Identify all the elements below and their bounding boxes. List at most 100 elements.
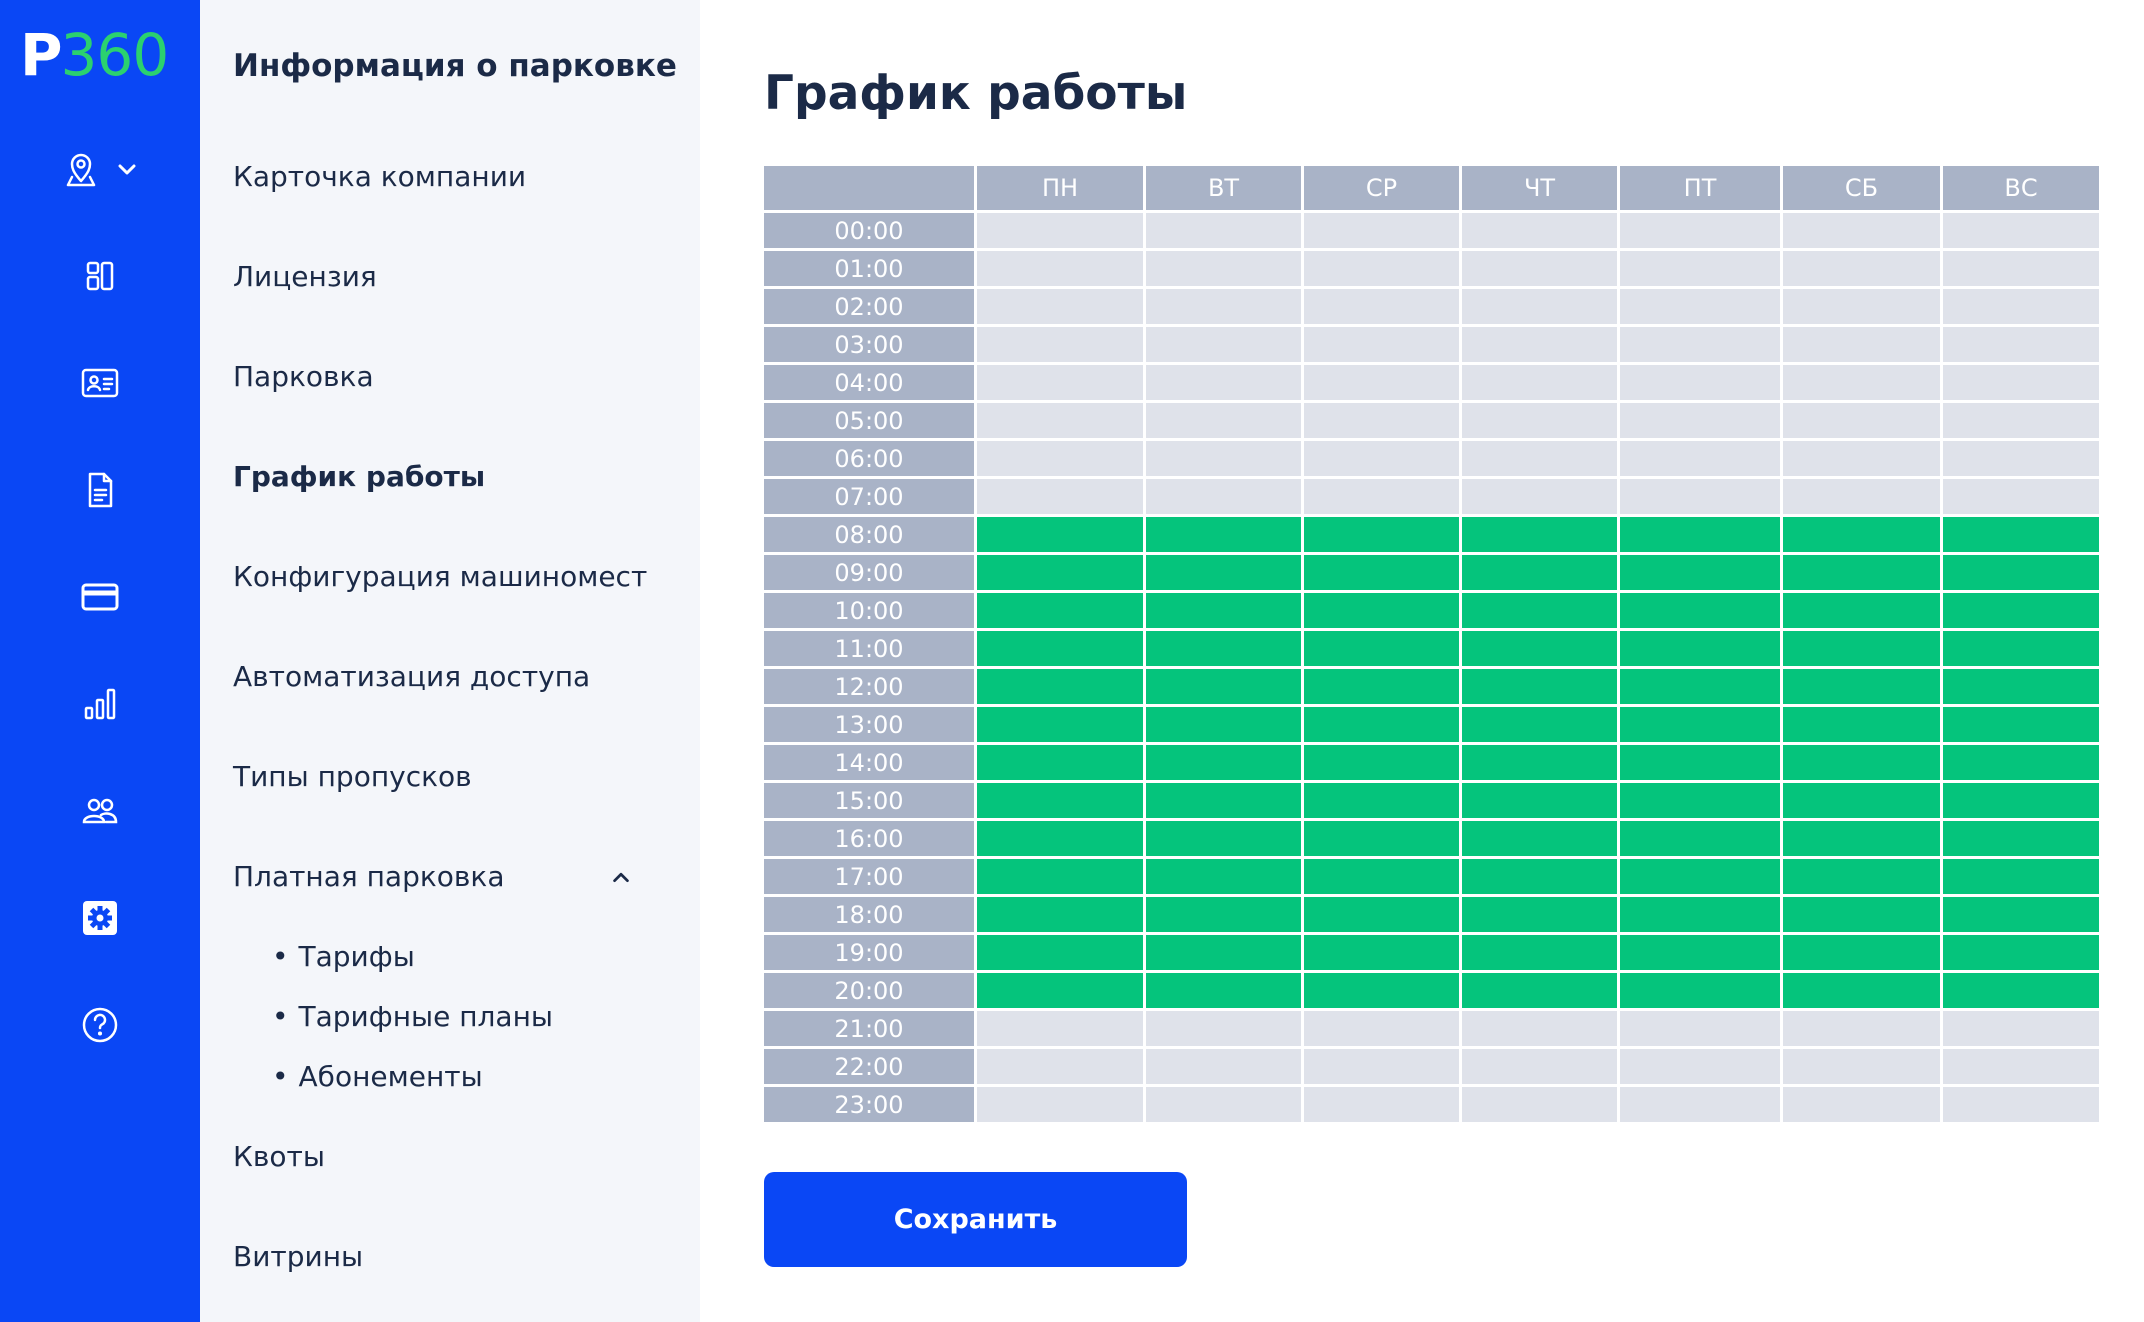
schedule-cell-inactive[interactable]	[1304, 213, 1459, 248]
sidebar-item-quotas[interactable]: Квоты	[233, 1140, 325, 1173]
schedule-cell-active[interactable]	[1146, 593, 1301, 628]
schedule-cell-active[interactable]	[1783, 555, 1940, 590]
schedule-cell-active[interactable]	[1146, 745, 1301, 780]
schedule-cell-inactive[interactable]	[1304, 251, 1459, 286]
schedule-cell-inactive[interactable]	[1943, 289, 2099, 324]
schedule-cell-inactive[interactable]	[1943, 1087, 2099, 1122]
schedule-cell-inactive[interactable]	[1462, 479, 1617, 514]
schedule-cell-active[interactable]	[1304, 935, 1459, 970]
schedule-cell-inactive[interactable]	[1462, 1087, 1617, 1122]
schedule-cell-inactive[interactable]	[1462, 251, 1617, 286]
schedule-cell-inactive[interactable]	[977, 1049, 1143, 1084]
schedule-cell-inactive[interactable]	[1462, 327, 1617, 362]
schedule-cell-inactive[interactable]	[1304, 479, 1459, 514]
schedule-cell-active[interactable]	[1146, 859, 1301, 894]
schedule-cell-inactive[interactable]	[1943, 213, 2099, 248]
schedule-cell-active[interactable]	[1462, 707, 1617, 742]
schedule-cell-active[interactable]	[1620, 631, 1780, 666]
schedule-cell-inactive[interactable]	[977, 1011, 1143, 1046]
schedule-cell-inactive[interactable]	[1146, 1011, 1301, 1046]
schedule-cell-active[interactable]	[1462, 821, 1617, 856]
schedule-cell-active[interactable]	[1783, 669, 1940, 704]
schedule-cell-active[interactable]	[1943, 745, 2099, 780]
schedule-cell-active[interactable]	[1462, 745, 1617, 780]
schedule-cell-active[interactable]	[1304, 593, 1459, 628]
schedule-cell-inactive[interactable]	[977, 403, 1143, 438]
schedule-cell-active[interactable]	[1620, 935, 1780, 970]
schedule-cell-active[interactable]	[1783, 593, 1940, 628]
schedule-cell-inactive[interactable]	[1620, 1049, 1780, 1084]
schedule-cell-active[interactable]	[1943, 707, 2099, 742]
schedule-cell-inactive[interactable]	[1462, 213, 1617, 248]
schedule-cell-active[interactable]	[1462, 783, 1617, 818]
schedule-cell-inactive[interactable]	[1620, 251, 1780, 286]
dashboard-button[interactable]	[0, 236, 200, 316]
schedule-cell-active[interactable]	[977, 631, 1143, 666]
schedule-cell-inactive[interactable]	[977, 365, 1143, 400]
schedule-cell-inactive[interactable]	[1620, 1087, 1780, 1122]
sidebar-item-parking[interactable]: Парковка	[233, 360, 374, 393]
schedule-cell-inactive[interactable]	[1783, 1011, 1940, 1046]
schedule-cell-inactive[interactable]	[1620, 213, 1780, 248]
schedule-cell-inactive[interactable]	[977, 441, 1143, 476]
schedule-cell-active[interactable]	[1943, 593, 2099, 628]
schedule-cell-inactive[interactable]	[1943, 1011, 2099, 1046]
schedule-cell-inactive[interactable]	[1304, 365, 1459, 400]
schedule-cell-active[interactable]	[1783, 897, 1940, 932]
schedule-cell-inactive[interactable]	[1783, 403, 1940, 438]
schedule-cell-active[interactable]	[1146, 973, 1301, 1008]
schedule-cell-inactive[interactable]	[1146, 403, 1301, 438]
schedule-cell-active[interactable]	[1620, 517, 1780, 552]
schedule-cell-inactive[interactable]	[977, 327, 1143, 362]
schedule-cell-active[interactable]	[977, 859, 1143, 894]
schedule-cell-active[interactable]	[1783, 783, 1940, 818]
schedule-cell-inactive[interactable]	[1304, 1049, 1459, 1084]
schedule-cell-active[interactable]	[1783, 517, 1940, 552]
schedule-cell-inactive[interactable]	[1146, 479, 1301, 514]
schedule-cell-inactive[interactable]	[1146, 251, 1301, 286]
schedule-cell-inactive[interactable]	[1146, 289, 1301, 324]
schedule-cell-inactive[interactable]	[1943, 365, 2099, 400]
schedule-cell-active[interactable]	[1462, 669, 1617, 704]
schedule-cell-inactive[interactable]	[1783, 289, 1940, 324]
sidebar-item-company-card[interactable]: Карточка компании	[233, 160, 527, 193]
schedule-cell-inactive[interactable]	[1783, 479, 1940, 514]
sidebar-subitem-tariff-plans[interactable]: • Тарифные планы	[272, 1000, 553, 1033]
sidebar-item-pass-types[interactable]: Типы пропусков	[233, 760, 472, 793]
schedule-cell-inactive[interactable]	[1783, 251, 1940, 286]
schedule-cell-active[interactable]	[1304, 745, 1459, 780]
schedule-cell-inactive[interactable]	[1943, 327, 2099, 362]
schedule-cell-active[interactable]	[1304, 821, 1459, 856]
schedule-cell-active[interactable]	[1943, 783, 2099, 818]
sidebar-item-paid-parking[interactable]: Платная парковка	[233, 860, 505, 893]
schedule-cell-active[interactable]	[1462, 555, 1617, 590]
schedule-cell-active[interactable]	[1146, 783, 1301, 818]
schedule-cell-inactive[interactable]	[1304, 327, 1459, 362]
schedule-cell-active[interactable]	[1943, 973, 2099, 1008]
schedule-cell-inactive[interactable]	[1462, 1049, 1617, 1084]
schedule-cell-active[interactable]	[1783, 973, 1940, 1008]
schedule-cell-active[interactable]	[977, 897, 1143, 932]
schedule-cell-inactive[interactable]	[977, 251, 1143, 286]
schedule-cell-active[interactable]	[977, 555, 1143, 590]
schedule-cell-active[interactable]	[1146, 631, 1301, 666]
schedule-cell-inactive[interactable]	[1304, 441, 1459, 476]
schedule-cell-active[interactable]	[1146, 669, 1301, 704]
schedule-cell-inactive[interactable]	[1146, 1087, 1301, 1122]
schedule-cell-inactive[interactable]	[1943, 1049, 2099, 1084]
schedule-cell-active[interactable]	[1304, 707, 1459, 742]
reports-button[interactable]	[0, 664, 200, 744]
schedule-cell-inactive[interactable]	[1943, 251, 2099, 286]
schedule-cell-inactive[interactable]	[1304, 1011, 1459, 1046]
sidebar-item-schedule[interactable]: График работы	[233, 460, 486, 493]
schedule-cell-inactive[interactable]	[1462, 441, 1617, 476]
schedule-cell-active[interactable]	[977, 593, 1143, 628]
schedule-cell-inactive[interactable]	[1620, 327, 1780, 362]
schedule-cell-active[interactable]	[1462, 859, 1617, 894]
settings-button[interactable]	[0, 878, 200, 958]
schedule-cell-active[interactable]	[1304, 669, 1459, 704]
schedule-cell-active[interactable]	[1146, 517, 1301, 552]
schedule-cell-active[interactable]	[1462, 593, 1617, 628]
schedule-cell-active[interactable]	[1146, 707, 1301, 742]
schedule-cell-active[interactable]	[1620, 821, 1780, 856]
